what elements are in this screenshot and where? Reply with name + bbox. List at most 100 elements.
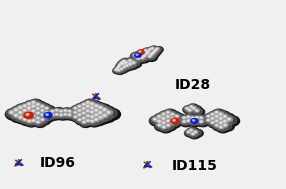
- Circle shape: [28, 107, 30, 109]
- Circle shape: [116, 68, 118, 69]
- Circle shape: [115, 69, 117, 70]
- Circle shape: [193, 108, 204, 116]
- Circle shape: [41, 110, 43, 111]
- Circle shape: [78, 119, 81, 120]
- Circle shape: [171, 118, 179, 124]
- Circle shape: [208, 111, 221, 120]
- Circle shape: [217, 124, 227, 131]
- Circle shape: [158, 115, 160, 117]
- Circle shape: [83, 121, 85, 123]
- Circle shape: [81, 112, 87, 115]
- Circle shape: [35, 107, 41, 111]
- Circle shape: [43, 110, 55, 118]
- Circle shape: [18, 115, 24, 120]
- Circle shape: [162, 118, 165, 119]
- Circle shape: [153, 118, 156, 120]
- Circle shape: [118, 70, 120, 71]
- Circle shape: [8, 110, 15, 115]
- Circle shape: [123, 63, 132, 69]
- Circle shape: [91, 116, 94, 118]
- Circle shape: [211, 122, 214, 123]
- Circle shape: [161, 121, 167, 125]
- Circle shape: [24, 105, 39, 115]
- Circle shape: [195, 116, 200, 119]
- Circle shape: [82, 108, 85, 109]
- Circle shape: [159, 120, 170, 127]
- Circle shape: [224, 120, 226, 122]
- Circle shape: [197, 115, 207, 122]
- Circle shape: [186, 115, 191, 119]
- Circle shape: [151, 47, 154, 50]
- Circle shape: [29, 103, 43, 112]
- Circle shape: [173, 118, 183, 124]
- Circle shape: [10, 106, 27, 117]
- Circle shape: [216, 115, 228, 123]
- Circle shape: [100, 106, 113, 115]
- Circle shape: [115, 67, 119, 70]
- Circle shape: [72, 110, 81, 116]
- Circle shape: [192, 120, 195, 121]
- Circle shape: [124, 61, 129, 64]
- Circle shape: [222, 115, 229, 119]
- Circle shape: [31, 101, 37, 105]
- Circle shape: [176, 119, 178, 121]
- Circle shape: [97, 105, 104, 110]
- Circle shape: [212, 109, 223, 117]
- Circle shape: [31, 119, 37, 122]
- Circle shape: [212, 114, 223, 121]
- Circle shape: [154, 113, 166, 121]
- Circle shape: [156, 115, 163, 119]
- Circle shape: [38, 117, 50, 125]
- Circle shape: [159, 111, 173, 120]
- Circle shape: [140, 50, 151, 57]
- Circle shape: [148, 48, 152, 51]
- Circle shape: [63, 109, 68, 112]
- Circle shape: [200, 117, 202, 119]
- Circle shape: [126, 61, 136, 68]
- Circle shape: [20, 103, 32, 111]
- Circle shape: [163, 126, 165, 128]
- Circle shape: [94, 108, 100, 112]
- Circle shape: [95, 114, 98, 116]
- Circle shape: [166, 119, 171, 123]
- Circle shape: [186, 108, 196, 114]
- Circle shape: [199, 120, 204, 123]
- Circle shape: [126, 58, 139, 66]
- Circle shape: [89, 102, 96, 106]
- Circle shape: [91, 120, 94, 122]
- Circle shape: [195, 109, 200, 112]
- Circle shape: [212, 118, 223, 125]
- Circle shape: [84, 113, 94, 120]
- Circle shape: [155, 49, 157, 50]
- Circle shape: [60, 110, 62, 112]
- Circle shape: [191, 119, 198, 123]
- Circle shape: [99, 112, 102, 113]
- Circle shape: [61, 108, 73, 116]
- Circle shape: [69, 114, 71, 116]
- Circle shape: [212, 122, 225, 131]
- Circle shape: [34, 110, 44, 117]
- Circle shape: [149, 51, 160, 57]
- Circle shape: [20, 112, 32, 120]
- Circle shape: [168, 111, 181, 120]
- Circle shape: [218, 121, 224, 125]
- Circle shape: [99, 116, 102, 118]
- Circle shape: [41, 114, 43, 115]
- Circle shape: [200, 121, 202, 122]
- Circle shape: [219, 118, 222, 119]
- Circle shape: [189, 129, 194, 132]
- Circle shape: [87, 105, 102, 115]
- Circle shape: [22, 104, 28, 108]
- Circle shape: [154, 118, 166, 126]
- Circle shape: [102, 113, 108, 118]
- Circle shape: [54, 109, 59, 112]
- Circle shape: [24, 109, 39, 119]
- Circle shape: [24, 114, 39, 123]
- Circle shape: [128, 62, 133, 66]
- Circle shape: [15, 104, 31, 115]
- Circle shape: [173, 114, 183, 120]
- Circle shape: [81, 107, 87, 111]
- Circle shape: [36, 121, 41, 124]
- Circle shape: [84, 118, 94, 125]
- Circle shape: [145, 50, 153, 55]
